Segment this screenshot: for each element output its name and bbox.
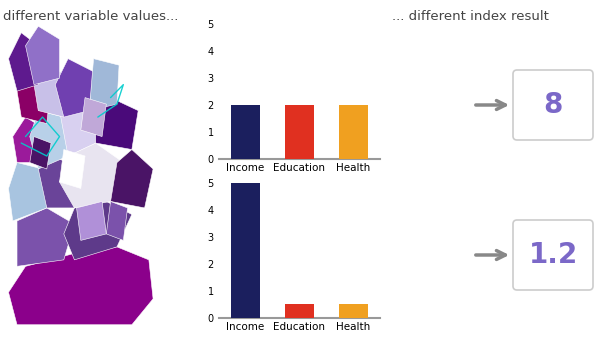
Polygon shape	[38, 156, 81, 208]
Polygon shape	[8, 163, 47, 221]
Polygon shape	[30, 137, 51, 169]
Polygon shape	[26, 26, 59, 84]
Polygon shape	[13, 117, 47, 163]
Bar	[285, 304, 314, 318]
Polygon shape	[55, 59, 93, 117]
Polygon shape	[59, 149, 85, 189]
Polygon shape	[63, 201, 132, 260]
Text: 1.2: 1.2	[528, 241, 577, 269]
Bar	[338, 304, 368, 318]
Polygon shape	[8, 33, 38, 91]
Polygon shape	[77, 201, 107, 240]
Polygon shape	[17, 72, 51, 124]
Polygon shape	[17, 208, 74, 266]
Polygon shape	[59, 143, 123, 208]
Polygon shape	[111, 149, 153, 208]
Text: 8: 8	[543, 91, 562, 119]
Bar	[231, 105, 261, 159]
Polygon shape	[30, 111, 68, 169]
Polygon shape	[107, 201, 128, 240]
Polygon shape	[59, 91, 102, 156]
Bar	[285, 105, 314, 159]
Polygon shape	[34, 65, 72, 117]
FancyBboxPatch shape	[513, 70, 593, 140]
FancyBboxPatch shape	[513, 220, 593, 290]
Bar	[231, 183, 261, 318]
Bar	[338, 105, 368, 159]
Polygon shape	[89, 59, 119, 111]
Text: ... different index result: ... different index result	[392, 10, 549, 23]
Polygon shape	[96, 98, 138, 149]
Text: different variable values...: different variable values...	[3, 10, 179, 23]
Polygon shape	[8, 247, 153, 325]
Polygon shape	[81, 98, 107, 137]
